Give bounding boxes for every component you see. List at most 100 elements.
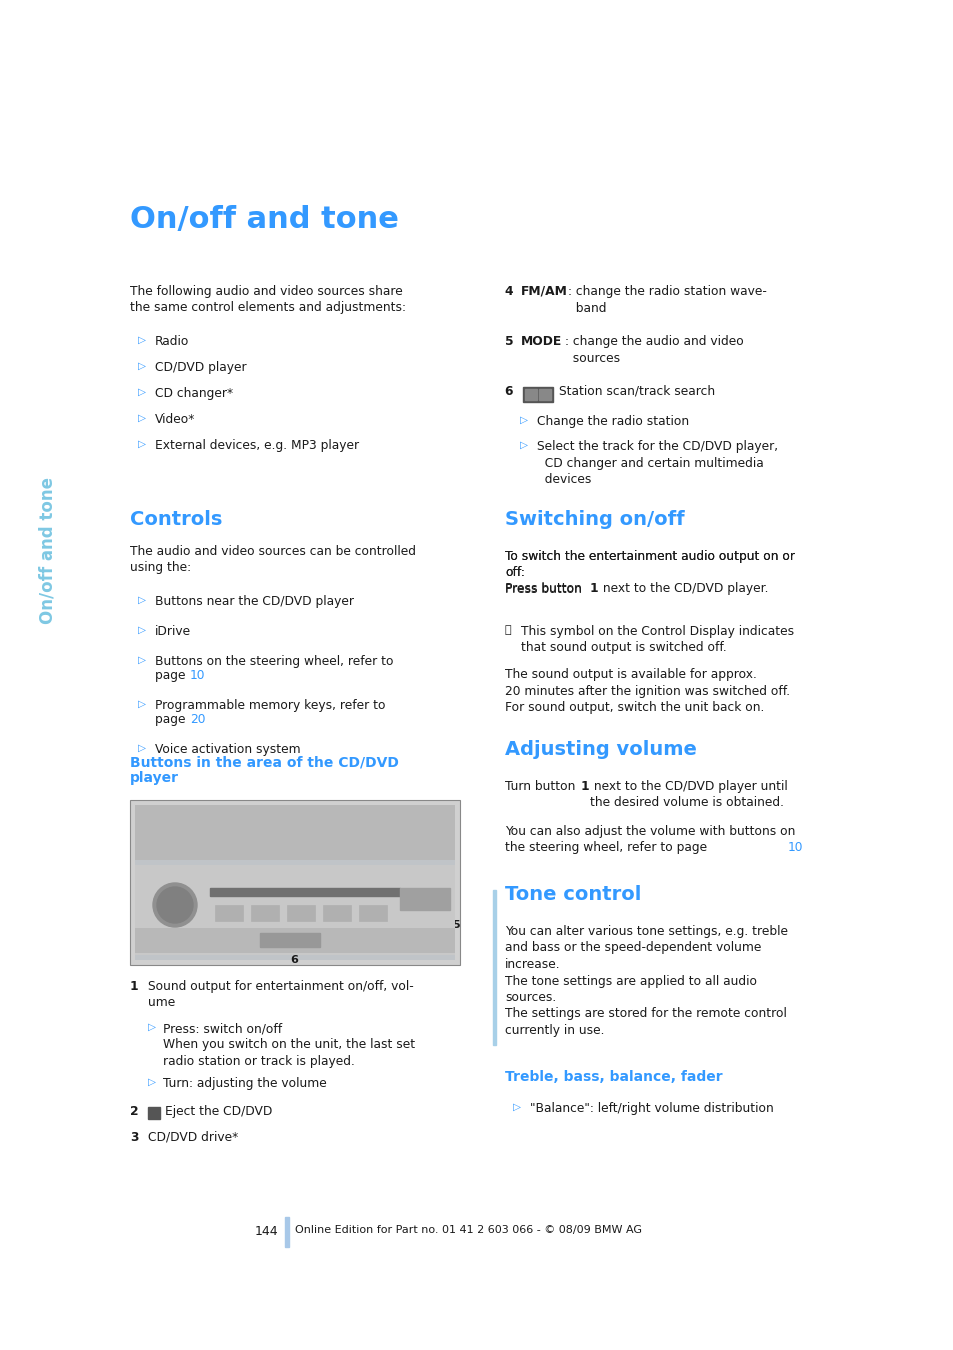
- Text: Radio: Radio: [154, 335, 190, 348]
- Text: 1: 1: [580, 780, 589, 792]
- Text: To switch the entertainment audio output on or
off:
Press button: To switch the entertainment audio output…: [504, 549, 794, 595]
- Text: 3: 3: [130, 1131, 138, 1143]
- Text: ▷: ▷: [513, 1102, 520, 1112]
- Text: FM/AM: FM/AM: [520, 285, 567, 298]
- Text: 4: 4: [385, 872, 393, 882]
- Text: ▷: ▷: [148, 1077, 156, 1087]
- Text: ▷: ▷: [138, 595, 146, 605]
- Text: 1: 1: [185, 872, 193, 882]
- Text: 1: 1: [589, 582, 598, 595]
- Text: Tone control: Tone control: [504, 886, 640, 904]
- Text: CD/DVD player: CD/DVD player: [154, 360, 247, 374]
- Circle shape: [152, 883, 196, 927]
- Text: Voice activation system: Voice activation system: [154, 743, 300, 756]
- Text: ▷: ▷: [138, 655, 146, 666]
- Text: 1: 1: [130, 980, 138, 994]
- Bar: [493, 890, 496, 1045]
- Bar: [358, 904, 387, 921]
- Text: ▷: ▷: [138, 335, 146, 346]
- Text: The audio and video sources can be controlled
using the:: The audio and video sources can be contr…: [130, 545, 416, 575]
- Text: Treble, bass, balance, fader: Treble, bass, balance, fader: [504, 1071, 721, 1084]
- Text: Turn: adjusting the volume: Turn: adjusting the volume: [163, 1077, 327, 1089]
- Text: 5: 5: [504, 335, 517, 348]
- Bar: [135, 865, 455, 954]
- Text: Online Edition for Part no. 01 41 2 603 066 - © 08/09 BMW AG: Online Edition for Part no. 01 41 2 603 …: [294, 1224, 641, 1235]
- Text: 6: 6: [290, 954, 297, 965]
- Text: 4: 4: [504, 285, 517, 298]
- Bar: [130, 801, 459, 965]
- Text: You can also adjust the volume with buttons on
the steering wheel, refer to page: You can also adjust the volume with butt…: [504, 825, 795, 855]
- Text: The following audio and video sources share
the same control elements and adjust: The following audio and video sources sh…: [130, 285, 406, 315]
- Text: iDrive: iDrive: [154, 625, 191, 639]
- Bar: [323, 904, 351, 921]
- Text: off:: off:: [504, 566, 524, 579]
- Text: Buttons in the area of the CD/DVD: Buttons in the area of the CD/DVD: [130, 755, 398, 770]
- Text: : change the audio and video
  sources: : change the audio and video sources: [564, 335, 743, 365]
- Text: next to the CD/DVD player until
the desired volume is obtained.: next to the CD/DVD player until the desi…: [589, 780, 787, 810]
- Text: CD/DVD drive*: CD/DVD drive*: [148, 1131, 238, 1143]
- Text: page: page: [154, 713, 190, 726]
- Text: 3: 3: [308, 872, 315, 882]
- Bar: [135, 805, 455, 960]
- Text: ▷: ▷: [519, 414, 527, 425]
- Bar: [524, 389, 537, 400]
- Text: Eject the CD/DVD: Eject the CD/DVD: [165, 1106, 273, 1118]
- Text: "Balance": left/right volume distribution: "Balance": left/right volume distributio…: [530, 1102, 773, 1115]
- Text: ▷: ▷: [138, 625, 146, 634]
- Text: To switch the entertainment audio output on or: To switch the entertainment audio output…: [504, 549, 794, 563]
- Bar: [260, 933, 319, 946]
- Text: Ⓖ: Ⓖ: [504, 625, 511, 634]
- Text: player: player: [130, 771, 179, 784]
- Text: You can alter various tone settings, e.g. treble
and bass or the speed-dependent: You can alter various tone settings, e.g…: [504, 925, 787, 1037]
- Text: Press: switch on/off: Press: switch on/off: [163, 1022, 282, 1035]
- Text: When you switch on the unit, the last set
radio station or track is played.: When you switch on the unit, the last se…: [163, 1038, 415, 1068]
- Text: : change the radio station wave-
  band: : change the radio station wave- band: [567, 285, 766, 315]
- Text: External devices, e.g. MP3 player: External devices, e.g. MP3 player: [154, 439, 358, 452]
- Text: Controls: Controls: [130, 510, 222, 529]
- Bar: [135, 805, 455, 860]
- Text: Buttons on the steering wheel, refer to: Buttons on the steering wheel, refer to: [154, 655, 393, 668]
- Text: Adjusting volume: Adjusting volume: [504, 740, 696, 759]
- Text: ▷: ▷: [148, 1022, 156, 1031]
- Bar: [210, 888, 399, 896]
- Text: Turn button: Turn button: [504, 780, 578, 792]
- Text: ▷: ▷: [138, 439, 146, 450]
- Text: ▷: ▷: [519, 440, 527, 450]
- Bar: [148, 1107, 160, 1119]
- Text: 10: 10: [190, 670, 205, 682]
- Text: ▷: ▷: [138, 413, 146, 423]
- Text: Change the radio station: Change the radio station: [537, 414, 688, 428]
- Text: ▷: ▷: [138, 743, 146, 753]
- Bar: [522, 387, 553, 402]
- Text: Station scan/track search: Station scan/track search: [558, 385, 715, 398]
- Text: 20: 20: [190, 713, 205, 726]
- Bar: [287, 904, 314, 921]
- Bar: [399, 888, 450, 910]
- Text: next to the CD/DVD player.: next to the CD/DVD player.: [598, 582, 768, 595]
- Bar: [251, 904, 278, 921]
- Text: 2: 2: [130, 1106, 138, 1118]
- Text: Switching on/off: Switching on/off: [504, 510, 684, 529]
- Text: 2: 2: [220, 872, 228, 882]
- Text: page: page: [154, 670, 190, 682]
- Text: 5: 5: [452, 919, 459, 930]
- Circle shape: [157, 887, 193, 923]
- Text: 10: 10: [787, 841, 802, 855]
- Text: Buttons near the CD/DVD player: Buttons near the CD/DVD player: [154, 595, 354, 608]
- Text: 144: 144: [254, 1224, 278, 1238]
- Text: This symbol on the Control Display indicates
that sound output is switched off.: This symbol on the Control Display indic…: [520, 625, 793, 655]
- Text: Press button: Press button: [504, 582, 585, 595]
- Text: Programmable memory keys, refer to: Programmable memory keys, refer to: [154, 699, 385, 711]
- Text: CD changer*: CD changer*: [154, 387, 233, 400]
- Text: On/off and tone: On/off and tone: [130, 205, 398, 234]
- Text: ▷: ▷: [138, 387, 146, 397]
- Bar: [214, 904, 243, 921]
- Text: The sound output is available for approx.
20 minutes after the ignition was swit: The sound output is available for approx…: [504, 668, 789, 714]
- Bar: [285, 1216, 289, 1247]
- Text: Select the track for the CD/DVD player,
  CD changer and certain multimedia
  de: Select the track for the CD/DVD player, …: [537, 440, 778, 486]
- Text: Video*: Video*: [154, 413, 195, 427]
- Bar: [538, 389, 551, 400]
- Bar: [135, 927, 455, 953]
- Text: ▷: ▷: [138, 699, 146, 709]
- Text: MODE: MODE: [520, 335, 561, 348]
